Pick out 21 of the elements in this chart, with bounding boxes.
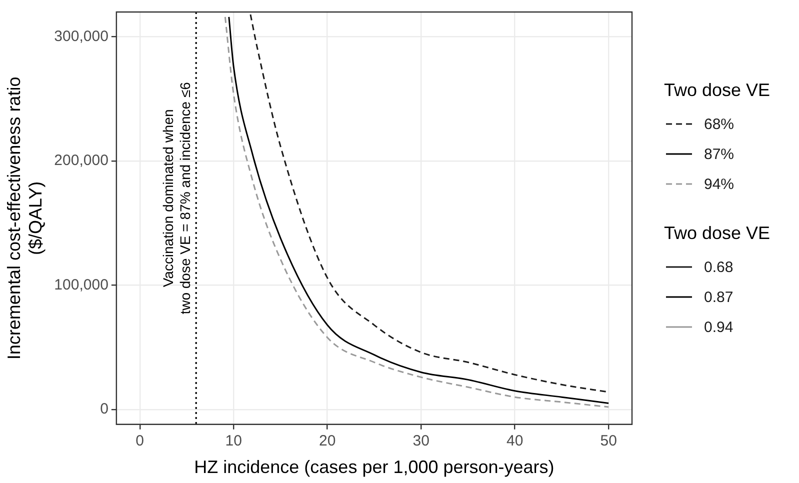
x-tick-label: 10 — [225, 432, 242, 450]
y-tick-label: 0 — [100, 400, 108, 418]
x-tick-label: 30 — [412, 432, 430, 450]
y-tick-label: 100,000 — [54, 276, 108, 294]
text: 0.68 — [704, 258, 734, 276]
legend-title: Two dose VE — [664, 80, 770, 101]
y-axis-title: Incremental cost-effectiveness ratio ($/QALY) — [4, 76, 46, 360]
legend-label: 68% — [704, 116, 734, 132]
text: Two dose VE — [664, 223, 770, 244]
x-tick-label: 20 — [318, 432, 336, 450]
x-tick-label: 50 — [600, 432, 617, 450]
legend-label: 94% — [704, 176, 734, 192]
x-tick-label: 40 — [506, 432, 524, 450]
x-axis-title: HZ incidence (cases per 1,000 person-years) — [194, 457, 554, 478]
legend-label: 87% — [704, 146, 734, 162]
y-tick-label: 300,000 — [54, 28, 108, 45]
y-tick-label: 200,000 — [54, 152, 108, 170]
text: 0.87 — [704, 288, 734, 306]
ref-line-label: Vaccination dominated when two dose VE = 87% and incidence ≤6 — [160, 82, 193, 314]
x-tick-label: 0 — [136, 432, 144, 450]
text: 0.94 — [704, 318, 734, 336]
